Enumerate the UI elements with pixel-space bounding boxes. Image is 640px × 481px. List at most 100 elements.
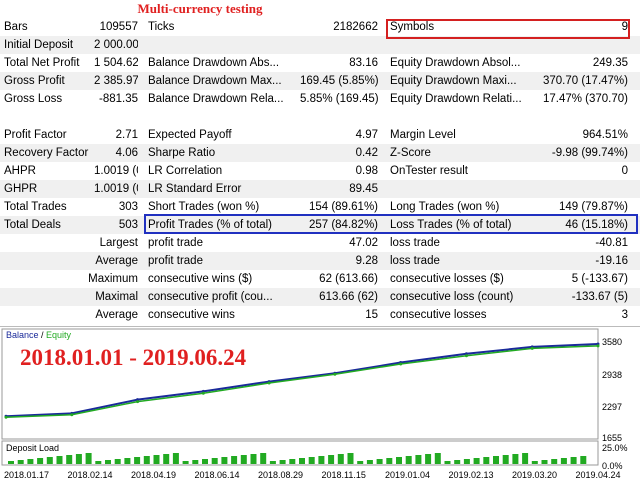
table-row: Profit Factor 2.71 Expected Payoff 4.97 Marg… xyxy=(0,126,640,145)
profit-loss-highlight xyxy=(144,214,638,234)
value-cell: 46 (15.18%) xyxy=(565,219,628,231)
deposit-load-bar xyxy=(483,457,490,464)
value-cell: 47.02 xyxy=(349,237,378,249)
deposit-load-bar xyxy=(279,460,286,464)
deposit-load-bar xyxy=(37,458,44,464)
y-tick-label: 2938 xyxy=(602,370,623,380)
label-cell: Total Deals xyxy=(4,219,61,231)
deposit-load-bar xyxy=(328,455,335,464)
deposit-load-bar xyxy=(46,457,53,464)
deposit-load-bar xyxy=(415,455,422,464)
equity-point xyxy=(399,362,403,366)
value-cell: 2 000.00 xyxy=(94,39,138,51)
value-cell: -881.35 xyxy=(98,93,138,105)
legend-equity: Equity xyxy=(46,330,72,340)
label-cell: Balance Drawdown Abs... xyxy=(148,57,280,69)
label-cell: consecutive wins xyxy=(148,309,235,321)
value-cell: 5 (-133.67) xyxy=(571,273,628,285)
x-tick-label: 2019.04.24 xyxy=(575,470,621,480)
x-tick-label: 2018.11.15 xyxy=(321,470,366,480)
value-cell: 0.42 xyxy=(355,147,378,159)
table-row: GHPR 1.0019 (0.19%) LR Standard Error 89.45 xyxy=(0,180,640,199)
value-cell: 17.47% (370.70) xyxy=(542,93,628,105)
period-label: 2018.01.01 - 2019.06.24 xyxy=(20,345,247,370)
value-cell: 2182662 xyxy=(333,21,378,33)
table-row: Initial Deposit 2 000.00 xyxy=(0,36,640,55)
value-cell: 89.45 xyxy=(349,183,378,195)
deposit-load-bar xyxy=(105,460,111,464)
value-cell: 62 (613.66) xyxy=(319,273,378,285)
deposit-load-bar xyxy=(473,458,480,464)
deposit-load-bar xyxy=(386,458,393,464)
x-tick-label: 2018.06.14 xyxy=(194,470,240,480)
table-row: Average consecutive wins 15 consecutive los… xyxy=(0,306,640,325)
deposit-load-bar xyxy=(434,453,441,464)
deposit-load-bar xyxy=(560,458,567,464)
value-cell: 1.0019 (0.19%) xyxy=(94,165,138,177)
deposit-load-bar xyxy=(172,453,179,464)
table-row: Maximal consecutive profit (cou... 613.66 … xyxy=(0,288,640,307)
label-cell: Maximum xyxy=(88,273,138,285)
label-cell: Profit Trades (% of total) xyxy=(148,219,272,231)
value-cell: 9 xyxy=(621,21,628,33)
x-tick-label: 2019.01.04 xyxy=(385,470,431,480)
value-cell: 249.35 xyxy=(592,57,628,69)
label-cell: Loss Trades (% of total) xyxy=(390,219,512,231)
table-row: Total Net Profit 1 504.62 Balance Drawdown… xyxy=(0,54,640,73)
deposit-load-bar xyxy=(124,458,131,464)
label-cell: Average xyxy=(95,309,138,321)
deposit-load-frame xyxy=(1,440,599,466)
deposit-load-label: Deposit Load xyxy=(6,443,60,453)
deposit-load-bar xyxy=(182,461,189,464)
value-cell: 370.70 (17.47%) xyxy=(542,75,628,87)
label-cell: Balance Drawdown Max... xyxy=(148,75,282,87)
table-row xyxy=(0,108,640,127)
balance-series-line xyxy=(5,342,599,418)
table-row: Total Trades 303 Short Trades (won %) 154 (… xyxy=(0,198,640,217)
deposit-load-bar xyxy=(522,453,529,464)
value-cell: 4.06 xyxy=(115,147,138,159)
equity-point xyxy=(136,400,140,404)
value-cell xyxy=(500,180,628,199)
label-cell: Total Net Profit xyxy=(4,57,80,69)
deposit-load-bar xyxy=(143,456,150,464)
deposit-load-bar xyxy=(114,459,121,464)
deposit-load-bar xyxy=(502,455,509,464)
label-cell: Short Trades (won %) xyxy=(148,201,260,213)
x-tick-label: 2018.04.19 xyxy=(131,470,177,480)
value-cell: 0 xyxy=(621,165,628,177)
label-cell: consecutive losses xyxy=(390,309,487,321)
label-cell: Equity Drawdown Maxi... xyxy=(390,75,517,87)
label-cell: profit trade xyxy=(148,237,203,249)
deposit-load-bar xyxy=(541,460,548,464)
header-bar: Multi-currency testing xyxy=(0,0,640,18)
deposit-load-bar xyxy=(66,455,73,464)
equity-point xyxy=(596,344,600,348)
table-row: Recovery Factor 4.06 Sharpe Ratio 0.42 Z-Sco… xyxy=(0,144,640,163)
label-cell: Gross Loss xyxy=(4,93,63,105)
deposit-load-bar xyxy=(231,456,238,464)
label-cell: Maximal xyxy=(95,291,138,303)
deposit-load-bar xyxy=(221,457,228,464)
label-cell: Margin Level xyxy=(390,129,456,141)
results-table: Bars 109557 Ticks 2182662 Symbols 9 Initial De… xyxy=(0,18,640,325)
x-tick-label: 2018.01.17 xyxy=(4,470,50,480)
label-cell: Z-Score xyxy=(390,147,431,159)
deposit-load-bar xyxy=(463,459,470,464)
deposit-load-bar xyxy=(512,454,519,464)
page-title: Multi-currency testing xyxy=(137,1,263,16)
equity-point xyxy=(4,415,8,419)
y-tick-label: 3580 xyxy=(602,337,623,347)
deposit-load-bar xyxy=(347,453,354,464)
deposit-load-bar xyxy=(192,460,199,464)
deposit-load-bar xyxy=(202,459,208,464)
label-cell: Largest xyxy=(99,237,138,249)
deposit-load-bar xyxy=(425,454,432,464)
label-cell: Expected Payoff xyxy=(148,129,232,141)
y-tick-label: 1655 xyxy=(602,433,623,443)
deposit-load-bar xyxy=(211,458,218,464)
label-cell xyxy=(4,108,94,127)
deposit-load-bar xyxy=(531,461,538,464)
value-cell: 1 504.62 xyxy=(94,57,138,69)
label-cell: Gross Profit xyxy=(4,75,65,87)
